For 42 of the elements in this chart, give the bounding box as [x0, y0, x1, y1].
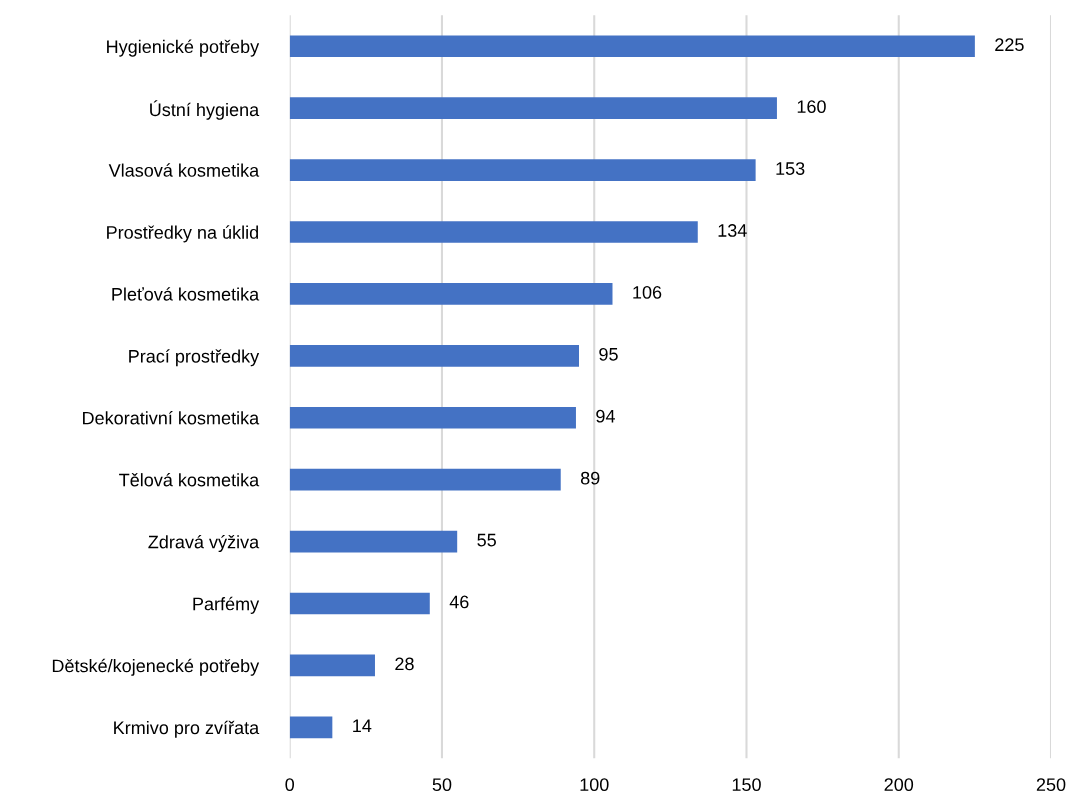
bar [289, 221, 698, 243]
bar [289, 592, 430, 615]
x-tick-label: 150 [732, 778, 761, 792]
y-tick-label: Parfémy [193, 596, 260, 614]
data-label: 106 [633, 285, 662, 299]
data-label: 28 [395, 657, 414, 671]
data-label: 55 [477, 533, 496, 547]
x-tick-label: 50 [432, 778, 452, 792]
data-label: 160 [797, 100, 826, 114]
y-tick-label: Dekorativní kosmetika [83, 411, 260, 425]
bar [289, 159, 756, 181]
y-tick-label: Ústní hygiena [150, 100, 260, 120]
y-tick-label: Tělová kosmetika [119, 472, 260, 487]
x-tick-label: 250 [1036, 778, 1066, 792]
data-label: 94 [596, 409, 615, 423]
y-tick-label: Pleťová kosmetika [112, 287, 260, 301]
data-label: 89 [580, 471, 600, 485]
y-tick-label: Dětské/kojenecké potřeby [52, 658, 260, 676]
y-tick-label: Vlasová kosmetika [108, 163, 260, 177]
bar [289, 654, 375, 677]
data-label: 153 [776, 162, 805, 175]
bar [289, 530, 458, 553]
y-tick-label: Zdravá výživa [148, 534, 260, 552]
bar [289, 406, 576, 429]
bar [289, 283, 613, 305]
bar [289, 345, 579, 367]
y-tick-label: Prací prostředky [129, 349, 260, 367]
data-label: 225 [995, 38, 1024, 52]
bar [289, 716, 333, 739]
data-label: 46 [449, 595, 469, 609]
bar [289, 97, 777, 120]
y-tick-label: Hygienické potřeby [107, 39, 260, 57]
bar [289, 468, 561, 491]
data-label: 134 [718, 224, 747, 237]
x-tick-label: 100 [580, 778, 609, 792]
data-label: 14 [353, 719, 372, 733]
y-tick-label: Krmivo pro zvířata [114, 720, 260, 738]
x-tick-label: 0 [285, 778, 295, 792]
y-tick-label: Prostředky na úklid [107, 225, 258, 243]
bar [289, 35, 975, 58]
x-tick-label: 200 [884, 778, 914, 792]
data-label: 95 [599, 347, 618, 361]
